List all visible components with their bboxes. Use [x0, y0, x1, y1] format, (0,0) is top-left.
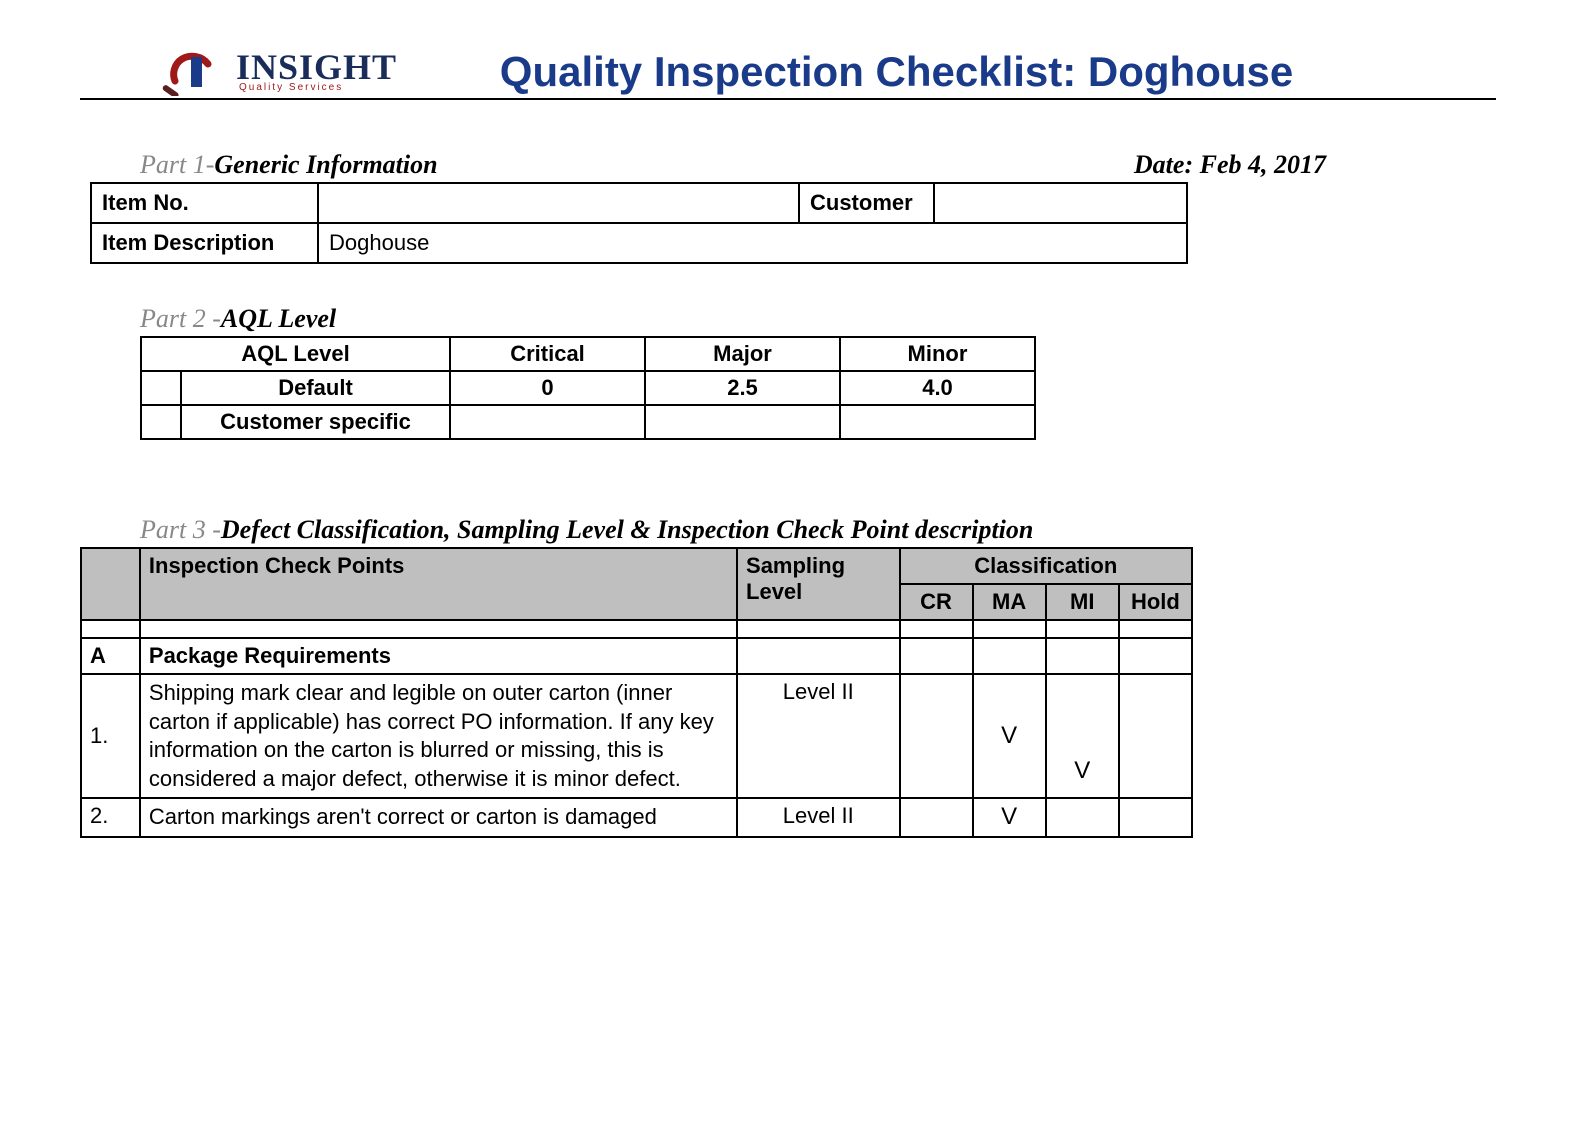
aql-default-blank	[141, 371, 181, 405]
row1-num: 1.	[81, 674, 140, 798]
aql-customer-major	[645, 405, 840, 439]
defect-row-1: 1. Shipping mark clear and legible on ou…	[81, 674, 1192, 798]
item-no-value	[318, 183, 799, 223]
row2-mi	[1046, 798, 1119, 837]
aql-table: AQL Level Critical Major Minor Default 0…	[140, 336, 1036, 440]
section-a-row: A Package Requirements	[81, 638, 1192, 674]
part1-number: Part 1-	[140, 150, 214, 179]
date-label: Date:	[1134, 150, 1200, 179]
aql-header-critical: Critical	[450, 337, 645, 371]
part2-label: AQL Level	[221, 304, 336, 333]
part3-number: Part 3 -	[140, 515, 221, 544]
aql-customer-blank	[141, 405, 181, 439]
defect-header-ma: MA	[973, 584, 1046, 620]
defect-header-hold: Hold	[1119, 584, 1192, 620]
logo-sub-text: Quality Services	[239, 83, 397, 93]
row1-ma: V	[973, 674, 1046, 798]
aql-customer-critical	[450, 405, 645, 439]
aql-customer-label: Customer specific	[181, 405, 450, 439]
generic-info-table: Item No. Customer Item Description Dogho…	[90, 182, 1188, 264]
part3-label: Defect Classification, Sampling Level & …	[221, 515, 1033, 544]
defect-row-2: 2. Carton markings aren't correct or car…	[81, 798, 1192, 837]
logo-icon	[160, 46, 230, 96]
logo-text: INSIGHT Quality Services	[236, 49, 397, 93]
aql-customer-minor	[840, 405, 1035, 439]
row1-cr	[900, 674, 973, 798]
document-title: Quality Inspection Checklist: Doghouse	[417, 48, 1496, 96]
aql-default-major: 2.5	[645, 371, 840, 405]
header: INSIGHT Quality Services Quality Inspect…	[80, 30, 1496, 100]
aql-header-minor: Minor	[840, 337, 1035, 371]
defect-header-cr: CR	[900, 584, 973, 620]
date-value: Feb 4, 2017	[1200, 150, 1326, 179]
aql-header-major: Major	[645, 337, 840, 371]
section-a-id: A	[81, 638, 140, 674]
row2-cr	[900, 798, 973, 837]
row1-mi: V	[1046, 674, 1119, 798]
row1-sampling: Level II	[737, 674, 899, 798]
part1-heading-row: Part 1-Generic Information Date: Feb 4, …	[140, 150, 1326, 182]
defect-header-sampling: Sampling Level	[737, 548, 899, 620]
aql-default-critical: 0	[450, 371, 645, 405]
logo-main-text: INSIGHT	[236, 49, 397, 85]
part1-heading: Part 1-Generic Information	[140, 150, 438, 180]
part2-heading: Part 2 -AQL Level	[140, 304, 1496, 334]
defect-header-blank	[81, 548, 140, 620]
row1-text: Shipping mark clear and legible on outer…	[140, 674, 737, 798]
date: Date: Feb 4, 2017	[1134, 150, 1326, 180]
defect-header-classification: Classification	[900, 548, 1193, 584]
row2-hold	[1119, 798, 1192, 837]
row1-hold	[1119, 674, 1192, 798]
defect-header-checkpoints: Inspection Check Points	[140, 548, 737, 620]
aql-default-minor: 4.0	[840, 371, 1035, 405]
spacer-row	[81, 620, 1192, 638]
aql-header-level: AQL Level	[141, 337, 450, 371]
defect-table: Inspection Check Points Sampling Level C…	[80, 547, 1193, 838]
logo: INSIGHT Quality Services	[160, 46, 397, 96]
row2-num: 2.	[81, 798, 140, 837]
section-a-label: Package Requirements	[140, 638, 737, 674]
aql-default-label: Default	[181, 371, 450, 405]
row2-text: Carton markings aren't correct or carton…	[140, 798, 737, 837]
item-desc-label: Item Description	[91, 223, 318, 263]
item-no-label: Item No.	[91, 183, 318, 223]
customer-value	[934, 183, 1187, 223]
defect-header-mi: MI	[1046, 584, 1119, 620]
part1-label: Generic Information	[214, 150, 437, 179]
item-desc-value: Doghouse	[318, 223, 1187, 263]
part2-number: Part 2 -	[140, 304, 221, 333]
part3-heading: Part 3 -Defect Classification, Sampling …	[140, 515, 1496, 545]
row2-ma: V	[973, 798, 1046, 837]
row2-sampling: Level II	[737, 798, 899, 837]
customer-label: Customer	[799, 183, 934, 223]
